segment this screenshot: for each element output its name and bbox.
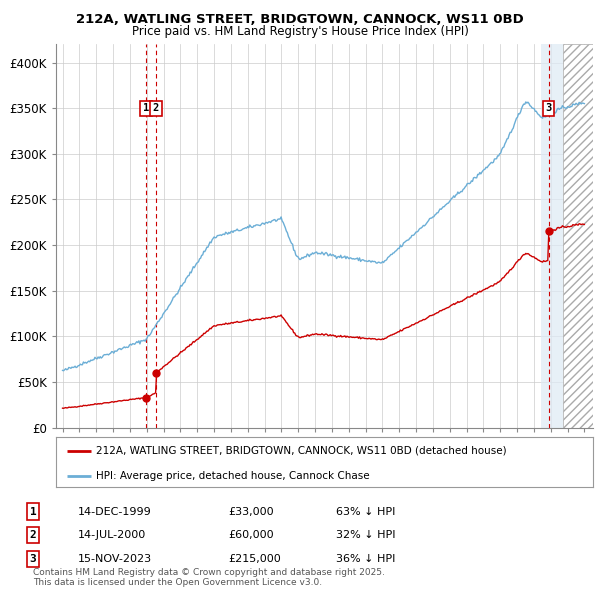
Text: £60,000: £60,000: [228, 530, 274, 540]
Bar: [541, 44, 563, 428]
Text: Contains HM Land Registry data © Crown copyright and database right 2025.
This d: Contains HM Land Registry data © Crown c…: [33, 568, 385, 587]
Text: 1: 1: [143, 103, 149, 113]
Text: 1: 1: [29, 507, 37, 516]
Text: 212A, WATLING STREET, BRIDGTOWN, CANNOCK, WS11 0BD: 212A, WATLING STREET, BRIDGTOWN, CANNOCK…: [76, 13, 524, 26]
Text: 3: 3: [29, 554, 37, 563]
Text: 32% ↓ HPI: 32% ↓ HPI: [336, 530, 395, 540]
Text: 36% ↓ HPI: 36% ↓ HPI: [336, 554, 395, 563]
Text: £33,000: £33,000: [228, 507, 274, 516]
Text: 2: 2: [152, 103, 159, 113]
Text: 15-NOV-2023: 15-NOV-2023: [78, 554, 152, 563]
Bar: [563, 44, 593, 428]
Text: 14-JUL-2000: 14-JUL-2000: [78, 530, 146, 540]
Text: 63% ↓ HPI: 63% ↓ HPI: [336, 507, 395, 516]
Text: 3: 3: [545, 103, 552, 113]
Text: £215,000: £215,000: [228, 554, 281, 563]
Text: 2: 2: [29, 530, 37, 540]
Text: 14-DEC-1999: 14-DEC-1999: [78, 507, 152, 516]
Text: Price paid vs. HM Land Registry's House Price Index (HPI): Price paid vs. HM Land Registry's House …: [131, 25, 469, 38]
Text: HPI: Average price, detached house, Cannock Chase: HPI: Average price, detached house, Cann…: [96, 471, 370, 481]
Text: 212A, WATLING STREET, BRIDGTOWN, CANNOCK, WS11 0BD (detached house): 212A, WATLING STREET, BRIDGTOWN, CANNOCK…: [96, 445, 506, 455]
